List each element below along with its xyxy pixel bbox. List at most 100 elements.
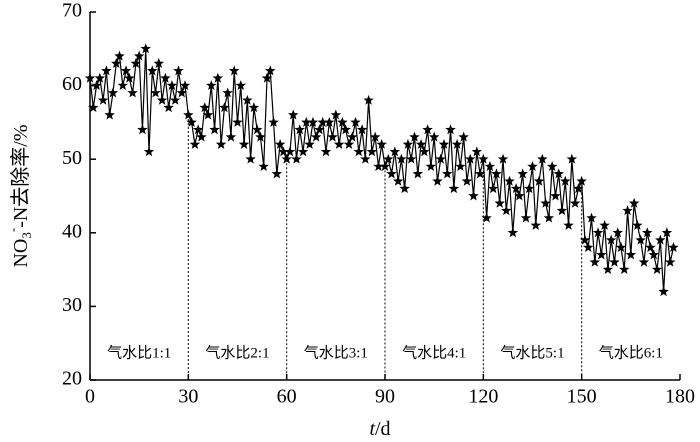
marker (379, 161, 391, 172)
marker (569, 197, 581, 208)
marker (265, 65, 276, 76)
marker (415, 138, 427, 149)
x-tick-label: 0 (85, 386, 95, 408)
marker (248, 102, 260, 113)
y-tick-label: 40 (62, 220, 82, 242)
marker (619, 264, 630, 275)
marker (474, 168, 486, 179)
marker (438, 138, 450, 149)
marker (166, 80, 178, 91)
marker (612, 227, 623, 238)
marker (451, 138, 463, 149)
marker (615, 242, 627, 252)
marker (461, 175, 473, 186)
marker (222, 87, 233, 98)
marker (396, 153, 407, 164)
marker (287, 109, 299, 120)
marker (353, 146, 365, 157)
marker (428, 131, 440, 142)
marker (140, 43, 151, 54)
marker (405, 153, 417, 164)
marker (202, 109, 214, 120)
marker (330, 109, 342, 120)
marker (110, 58, 122, 68)
marker (324, 116, 335, 127)
x-tick-label: 150 (567, 386, 597, 408)
marker (117, 80, 129, 91)
x-tick-label: 90 (375, 386, 395, 408)
marker (442, 168, 453, 179)
marker (589, 256, 601, 267)
marker (147, 65, 158, 76)
marker (84, 72, 96, 83)
marker (628, 197, 640, 208)
marker (540, 197, 551, 208)
marker (314, 124, 325, 135)
marker (143, 146, 155, 157)
marker (622, 205, 633, 216)
marker (291, 153, 302, 164)
marker (360, 153, 371, 164)
marker (294, 124, 306, 135)
marker (383, 153, 394, 164)
marker (491, 168, 502, 179)
series-line (89, 48, 675, 292)
marker (91, 80, 102, 91)
marker (258, 161, 269, 172)
marker (576, 175, 587, 186)
marker (363, 94, 374, 105)
y-axis-label: NO3--N去除率/% (5, 124, 34, 267)
marker (196, 131, 207, 142)
marker (478, 153, 489, 164)
marker (389, 146, 401, 157)
marker (340, 124, 351, 135)
marker (206, 80, 217, 91)
marker (655, 234, 666, 245)
marker (120, 65, 132, 76)
marker (327, 131, 338, 142)
marker (307, 116, 319, 127)
y-label-rest: -N去除率/% (9, 124, 32, 227)
marker (455, 161, 466, 172)
marker (107, 87, 119, 98)
y-tick-label: 70 (62, 0, 82, 22)
marker (592, 227, 604, 238)
marker (517, 168, 528, 179)
marker (468, 190, 479, 201)
marker (137, 124, 148, 135)
marker (163, 102, 174, 113)
marker (179, 80, 191, 91)
annotation: 气水比5:1 (500, 344, 564, 361)
marker (635, 234, 646, 245)
marker (556, 205, 568, 216)
marker (412, 168, 424, 179)
marker (402, 138, 414, 149)
marker (251, 124, 263, 135)
marker (533, 175, 545, 186)
y-tick-label: 30 (62, 294, 82, 316)
marker (599, 219, 610, 230)
marker (376, 138, 387, 149)
marker (661, 227, 673, 238)
marker (310, 131, 322, 142)
marker (471, 146, 483, 157)
marker (523, 183, 535, 194)
marker (579, 234, 591, 245)
marker (245, 153, 256, 164)
y-tick-label: 60 (62, 73, 82, 95)
marker (409, 131, 420, 142)
marker (271, 168, 283, 179)
marker (94, 72, 106, 83)
marker (425, 161, 437, 172)
marker (464, 153, 476, 164)
marker (586, 212, 597, 223)
marker (392, 175, 404, 186)
marker (255, 131, 266, 142)
marker (645, 242, 656, 252)
marker (651, 264, 663, 275)
marker (209, 124, 220, 135)
marker (373, 161, 384, 172)
marker (530, 219, 542, 230)
marker (337, 116, 348, 127)
